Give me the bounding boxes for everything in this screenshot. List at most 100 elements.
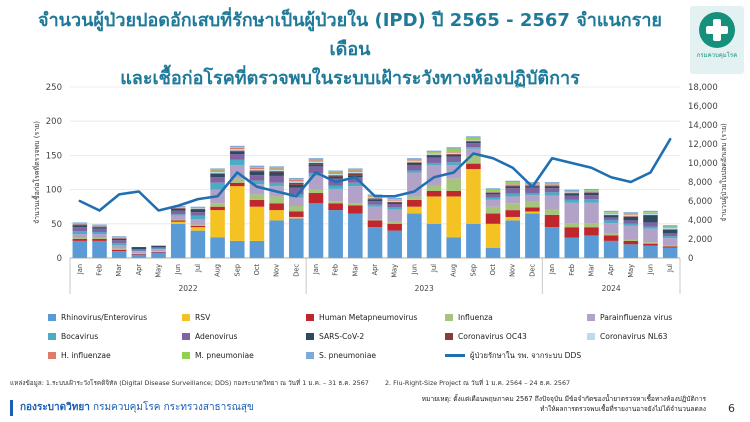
bar-segment	[564, 223, 580, 228]
bar-segment	[190, 227, 206, 231]
bar-segment	[72, 224, 88, 226]
bar-segment	[662, 245, 678, 247]
bar-segment	[328, 173, 343, 176]
bar-segment	[111, 245, 127, 249]
y2-tick-label: 16,000	[688, 102, 718, 112]
bar-segment	[505, 196, 521, 204]
legend-label: Parainfluenza virus	[600, 313, 673, 322]
bar-segment	[190, 224, 206, 226]
bar-segment	[544, 182, 560, 184]
bar-segment	[348, 205, 363, 214]
bar-segment	[190, 209, 206, 213]
bar-segment	[485, 189, 501, 191]
legend-swatch	[306, 314, 314, 321]
bar-segment	[289, 182, 304, 185]
bar-segment	[367, 199, 383, 202]
bar-segment	[564, 192, 580, 194]
bar-segment	[505, 193, 521, 197]
bar-segment	[426, 152, 442, 154]
bar-segment	[289, 180, 304, 182]
bar-segment	[269, 210, 284, 221]
bar-segment	[662, 225, 678, 227]
y-tick-label: 0	[57, 254, 62, 264]
bar-segment	[485, 192, 501, 194]
x-tick-label: Aug	[214, 264, 222, 277]
bar-segment	[466, 148, 481, 156]
bar-segment	[92, 238, 107, 241]
bar-segment	[367, 201, 383, 205]
legend-label: Adenovirus	[195, 332, 238, 341]
bar-segment	[210, 170, 225, 172]
bar-segment	[643, 228, 658, 243]
bar-segment	[623, 213, 639, 215]
bar-segment	[544, 195, 560, 210]
bar-segment	[131, 247, 147, 250]
bar-segment	[564, 199, 580, 203]
bar-segment	[623, 239, 639, 241]
bar-segment	[269, 168, 284, 170]
bar-segment	[584, 192, 599, 194]
x-tick-label: Jul	[666, 264, 674, 273]
bar-segment	[131, 250, 147, 252]
bar-segment	[269, 220, 284, 258]
y2-tick-label: 4,000	[688, 216, 712, 226]
bar-segment	[92, 228, 107, 233]
bar-segment	[544, 227, 560, 258]
bar-segment	[387, 209, 402, 222]
bar-segment	[643, 210, 658, 213]
bar-segment	[210, 169, 225, 171]
bar-segment	[210, 182, 225, 190]
bar-segment	[348, 169, 363, 171]
bar-segment	[229, 182, 245, 187]
bar-segment	[190, 225, 206, 228]
bar-segment	[367, 220, 383, 228]
bar-segment	[426, 150, 442, 152]
bar-segment	[426, 185, 442, 191]
bar-segment	[544, 186, 560, 189]
legend-label: RSV	[195, 313, 211, 322]
x-tick-label: Jul	[430, 264, 438, 273]
bar-segment	[72, 222, 88, 224]
bar-segment	[308, 173, 324, 176]
bar-segment	[328, 185, 343, 189]
bar-segment	[308, 158, 324, 160]
legend-swatch	[306, 333, 314, 340]
legend-swatch	[445, 333, 453, 340]
bar-segment	[446, 152, 461, 155]
bar-segment	[249, 171, 265, 176]
bar-segment	[170, 220, 186, 222]
source-part-2: 2. Flu-Right-Size Project ณ วันที่ 1 ม.ค…	[384, 379, 571, 387]
y2-tick-label: 10,000	[688, 159, 718, 169]
legend-label: SARS-CoV-2	[319, 332, 365, 341]
bar-segment	[544, 184, 560, 185]
bar-segment	[446, 148, 461, 152]
bar-segment	[328, 172, 343, 174]
y2-tick-label: 14,000	[688, 121, 718, 131]
x-tick-label: Nov	[273, 264, 281, 277]
bar-segment	[485, 193, 501, 195]
bar-segment	[210, 177, 225, 183]
bar-segment	[603, 215, 619, 218]
bar-segment	[348, 173, 363, 176]
bar-segment	[643, 212, 658, 214]
x-tick-label: Feb	[96, 264, 104, 276]
bar-segment	[662, 247, 678, 258]
bar-segment	[348, 182, 363, 187]
bar-segment	[446, 162, 461, 165]
bar-segment	[505, 184, 521, 186]
y2-tick-label: 2,000	[688, 235, 712, 245]
bar-segment	[603, 210, 619, 213]
bar-segment	[151, 251, 166, 253]
bar-segment	[643, 222, 658, 227]
bar-segment	[92, 234, 107, 238]
bar-segment	[151, 245, 166, 248]
bar-segment	[643, 242, 658, 244]
bar-segment	[131, 253, 147, 255]
bar-segment	[387, 207, 402, 210]
bar-segment	[210, 173, 225, 174]
year-label: 2022	[179, 284, 198, 293]
bar-segment	[407, 170, 422, 173]
bar-segment	[662, 227, 678, 230]
bar-segment	[485, 213, 501, 224]
bar-segment	[603, 223, 619, 234]
